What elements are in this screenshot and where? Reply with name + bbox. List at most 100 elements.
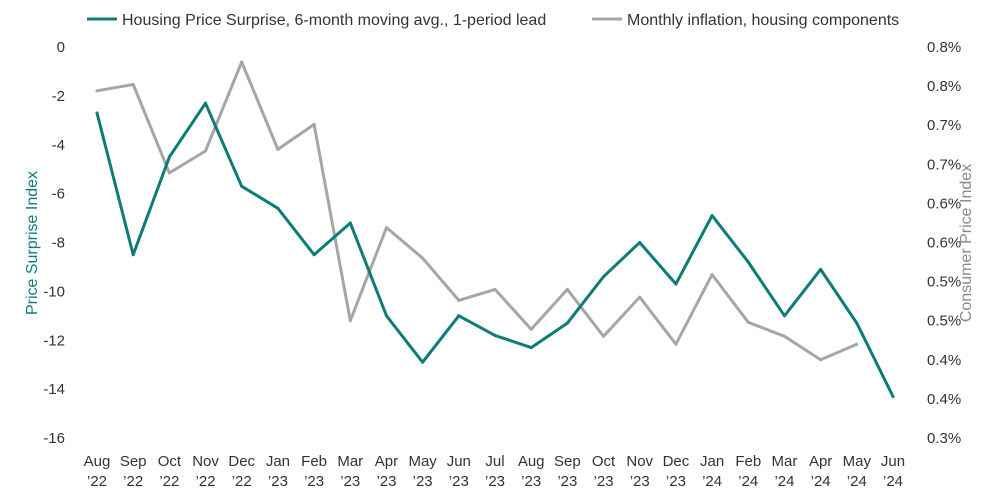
data-point-housing-price-surprise (746, 260, 750, 264)
x-tick-month: Jul (485, 453, 504, 470)
left-tick-label: -14 (43, 381, 65, 398)
data-point-housing-price-surprise (276, 206, 280, 210)
left-tick-label: -16 (43, 430, 65, 447)
x-tick-year: ’22 (232, 473, 252, 490)
right-tick-label: 0.6% (927, 195, 961, 212)
right-tick-label: 0.4% (927, 352, 961, 369)
data-point-housing-price-surprise (131, 253, 135, 257)
data-point-housing-price-surprise (312, 253, 316, 257)
data-point-housing-price-surprise (819, 267, 823, 271)
x-tick-month: Jun (881, 453, 905, 470)
x-tick-month: Mar (337, 453, 363, 470)
x-tick-month: Nov (626, 453, 653, 470)
data-point-housing-price-surprise (638, 241, 642, 244)
x-tick-year: ’23 (485, 473, 505, 490)
data-point-monthly-inflation (276, 147, 280, 151)
x-tick-month: Dec (228, 453, 255, 470)
right-tick-label: 0.5% (927, 313, 961, 330)
data-point-monthly-inflation (710, 273, 714, 277)
x-tick-year: ’22 (196, 473, 216, 490)
series-line-housing-price-surprise (95, 101, 895, 398)
x-tick-month: May (843, 453, 872, 470)
x-tick-year: ’23 (376, 473, 396, 490)
data-point-monthly-inflation (819, 358, 823, 362)
x-tick-month: Jan (700, 453, 724, 470)
x-tick-month: Oct (592, 453, 616, 470)
data-point-housing-price-surprise (710, 214, 714, 218)
x-tick-month: Aug (84, 453, 111, 470)
x-tick-month: Dec (663, 453, 690, 470)
right-tick-label: 0.7% (927, 117, 961, 134)
x-tick-month: Sep (120, 453, 147, 470)
data-point-monthly-inflation (674, 342, 678, 346)
x-tick-year: ’23 (521, 473, 541, 490)
x-tick-year: ’22 (123, 473, 143, 490)
x-tick-year: ’24 (738, 473, 758, 490)
x-tick-year: ’23 (557, 473, 577, 490)
x-tick-month: Apr (809, 453, 832, 470)
data-point-housing-price-surprise (529, 346, 533, 350)
right-tick-label: 0.7% (927, 156, 961, 173)
left-tick-label: 0 (57, 39, 65, 56)
data-point-housing-price-surprise (457, 314, 461, 318)
x-tick-month: Mar (772, 453, 798, 470)
data-point-monthly-inflation (783, 334, 786, 338)
right-tick-label: 0.6% (927, 235, 961, 252)
x-tick-year: ’22 (87, 473, 107, 490)
data-point-monthly-inflation (385, 226, 388, 230)
x-tick-year: ’23 (666, 473, 686, 490)
x-tick-year: ’23 (413, 473, 433, 490)
x-tick-month: Nov (192, 453, 219, 470)
x-tick-month: Feb (301, 453, 327, 470)
data-point-housing-price-surprise (602, 275, 605, 279)
left-axis-ticks: 0 -2 -4 -6 -8 -10 -12 -14 -16 (43, 39, 65, 447)
data-point-monthly-inflation (240, 60, 244, 64)
data-point-monthly-inflation (746, 320, 750, 324)
x-tick-year: ’22 (159, 473, 179, 490)
x-axis-ticks: Aug ’22 Sep ’22 Oct ’22 Nov ’22 Dec ’22 Jan ’23 Feb ’… (84, 453, 905, 490)
data-point-housing-price-surprise (493, 333, 497, 337)
legend-label-monthly-inflation: Monthly inflation, housing components (627, 12, 899, 29)
data-point-housing-price-surprise (674, 282, 678, 286)
data-point-monthly-inflation (95, 89, 99, 93)
x-tick-month: Sep (554, 453, 581, 470)
data-point-housing-price-surprise (167, 155, 171, 159)
x-tick-year: ’24 (883, 473, 903, 490)
data-point-monthly-inflation (131, 83, 135, 86)
data-point-housing-price-surprise (891, 395, 895, 398)
x-tick-year: ’24 (847, 473, 867, 490)
x-tick-year: ’24 (702, 473, 722, 490)
x-tick-year: ’24 (811, 473, 831, 490)
data-point-monthly-inflation (565, 287, 569, 291)
x-tick-year: ’23 (304, 473, 324, 490)
left-tick-label: -12 (43, 332, 65, 349)
data-point-monthly-inflation (348, 319, 352, 323)
data-point-housing-price-surprise (855, 321, 859, 325)
x-tick-month: Apr (375, 453, 398, 470)
data-point-monthly-inflation (457, 298, 461, 302)
data-point-monthly-inflation (855, 342, 859, 346)
left-tick-label: -6 (52, 186, 65, 203)
left-tick-label: -4 (52, 137, 65, 154)
left-tick-label: -10 (43, 283, 65, 300)
data-point-housing-price-surprise (385, 314, 388, 318)
data-point-monthly-inflation (638, 295, 642, 299)
right-tick-label: 0.8% (927, 78, 961, 95)
data-point-housing-price-surprise (565, 321, 569, 325)
x-tick-month: May (408, 453, 437, 470)
right-tick-label: 0.3% (927, 430, 961, 447)
x-tick-year: ’23 (268, 473, 288, 490)
data-point-housing-price-surprise (348, 221, 352, 225)
x-tick-month: Feb (735, 453, 761, 470)
data-point-monthly-inflation (493, 287, 497, 291)
data-point-housing-price-surprise (783, 314, 786, 318)
x-tick-year: ’23 (449, 473, 469, 490)
data-point-monthly-inflation (167, 171, 171, 175)
x-tick-year: ’24 (774, 473, 794, 490)
data-point-monthly-inflation (204, 149, 207, 153)
data-point-monthly-inflation (312, 122, 316, 126)
right-axis-ticks: 0.8% 0.8% 0.7% 0.7% 0.6% 0.6% 0.5% 0.5% 0.4% 0.4%… (927, 39, 961, 447)
legend-label-housing-price-surprise: Housing Price Surprise, 6-month moving a… (122, 12, 546, 29)
